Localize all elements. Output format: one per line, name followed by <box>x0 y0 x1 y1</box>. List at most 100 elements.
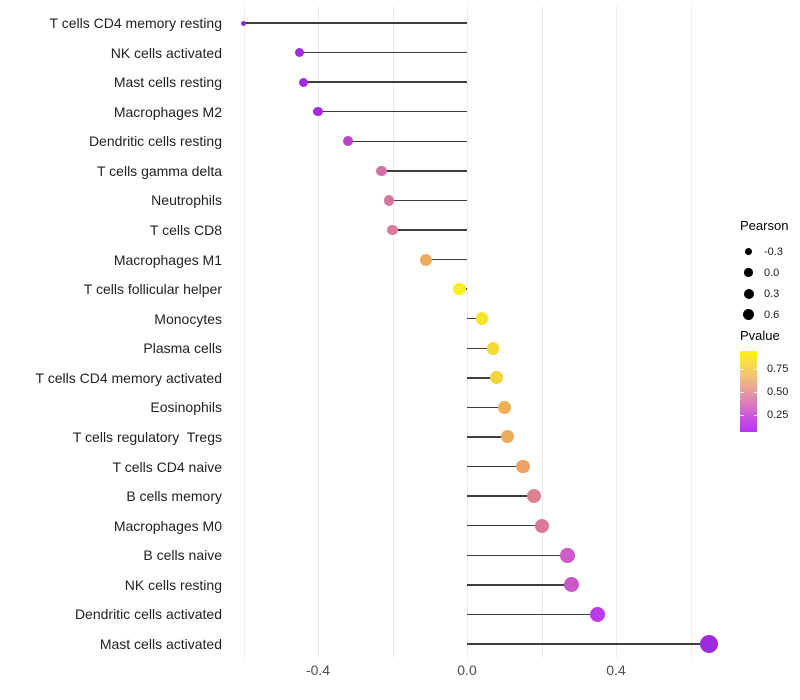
lollipop-dot <box>294 48 304 58</box>
legend-size-dot-icon <box>742 308 755 321</box>
category-label: NK cells resting <box>124 576 222 593</box>
lollipop-stem <box>299 51 467 54</box>
category-label: Macrophages M0 <box>113 517 222 534</box>
lollipop-dot <box>475 312 489 325</box>
legend-size-label: 0.3 <box>764 287 780 300</box>
lollipop-stem <box>467 525 542 527</box>
lollipop-dot <box>589 606 606 623</box>
lollipop-stem <box>467 347 494 349</box>
legend-size-key <box>740 243 757 260</box>
lollipop-stem <box>347 140 467 142</box>
x-axis-tick-label: -0.4 <box>305 662 331 678</box>
category-label: NK cells activated <box>110 44 222 61</box>
gridline <box>541 6 543 658</box>
legend-size-label: 0.0 <box>764 266 780 279</box>
category-label: T cells follicular helper <box>83 281 222 298</box>
colorbar-tickmark <box>740 369 744 370</box>
category-label: Mast cells resting <box>113 74 222 91</box>
pvalue-colorbar-wrap: 0.75 0.50 0.25 <box>740 351 788 432</box>
lollipop-dot <box>387 224 398 236</box>
legend-size-dot-icon <box>745 248 752 255</box>
colorbar-tickmark <box>753 369 757 370</box>
category-label: T cells CD4 naive <box>112 458 222 475</box>
lollipop-stem <box>426 258 467 261</box>
legend-size-label: 0.6 <box>764 308 780 321</box>
lollipop-dot <box>241 20 246 26</box>
lollipop-dot <box>497 400 511 414</box>
lollipop-dot <box>298 77 308 87</box>
lollipop-stem <box>467 584 572 586</box>
lollipop-stem <box>467 465 523 468</box>
legend-size-item: 0.3 <box>740 283 788 304</box>
legend-pearson-title: Pearson <box>740 218 789 233</box>
category-label: Neutrophils <box>151 192 222 209</box>
lollipop-stem <box>388 199 467 202</box>
colorbar-tick-label: 0.50 <box>767 386 789 398</box>
legend-size-key <box>740 285 757 302</box>
lollipop-dot <box>516 459 530 474</box>
category-label: Dendritic cells resting <box>88 133 222 150</box>
legend-size-key <box>740 306 757 323</box>
lollipop-dot <box>534 518 549 533</box>
legend-size-dot-icon <box>743 288 754 299</box>
gridline <box>690 6 692 658</box>
category-label: Macrophages M1 <box>113 251 222 268</box>
legend-pvalue-title: Pvalue <box>740 328 780 343</box>
gridline <box>243 6 245 658</box>
gridline <box>616 6 617 658</box>
lollipop-dot <box>313 106 323 117</box>
category-label: T cells regulatory Tregs <box>72 428 222 445</box>
lollipop-stem <box>303 81 467 83</box>
category-label: Plasma cells <box>143 340 222 357</box>
category-label: T cells gamma delta <box>96 162 222 179</box>
category-label: Macrophages M2 <box>113 103 222 120</box>
lollipop-dot <box>376 165 387 177</box>
legend-size-key <box>740 264 757 281</box>
lollipop-stem <box>467 495 535 497</box>
colorbar-tick-label: 0.25 <box>767 409 789 421</box>
legend-pvalue-color: Pvalue 0.75 0.50 0.25 <box>740 328 788 432</box>
category-label: T cells CD8 <box>149 221 222 238</box>
lollipop-stem <box>467 377 497 379</box>
category-label: Monocytes <box>154 310 222 327</box>
category-label: Mast cells activated <box>99 635 222 652</box>
legend-size-item: 0.0 <box>740 262 788 283</box>
lollipop-stem <box>467 643 710 645</box>
lollipop-stem <box>467 436 508 438</box>
lollipop-stem <box>318 111 467 113</box>
lollipop-dot <box>527 489 542 504</box>
category-label: Eosinophils <box>150 399 222 416</box>
legend-size-item: 0.6 <box>740 304 788 325</box>
x-axis-tick-label: 0.0 <box>457 662 477 678</box>
legend-size-label: -0.3 <box>764 245 783 258</box>
legend-size-dot-icon <box>744 268 753 277</box>
category-label: Dendritic cells activated <box>74 606 222 623</box>
colorbar-tickmark <box>740 415 744 416</box>
lollipop-stem <box>392 229 467 231</box>
lollipop-dot <box>342 136 353 147</box>
category-label: B cells naive <box>143 547 222 564</box>
lollipop-dot <box>490 371 504 385</box>
colorbar-tick-label: 0.75 <box>767 363 789 375</box>
legend-size-item: -0.3 <box>740 241 788 262</box>
lollipop-stem <box>467 318 482 320</box>
lollipop-dot <box>453 282 466 296</box>
lollipop-dot <box>420 253 433 266</box>
colorbar-tickmark <box>753 415 757 416</box>
lollipop-dot <box>383 195 395 206</box>
x-axis-tick-label: 0.4 <box>606 662 626 678</box>
lollipop-dot <box>501 430 515 444</box>
lollipop-dot <box>700 634 719 653</box>
gridline <box>318 6 319 658</box>
lollipop-stem <box>243 22 467 24</box>
colorbar-tickmark <box>740 392 744 393</box>
pvalue-colorbar <box>740 351 757 432</box>
category-label: T cells CD4 memory resting <box>49 15 222 31</box>
lollipop-dot <box>486 342 500 355</box>
lollipop-dot <box>563 577 579 593</box>
category-label: T cells CD4 memory activated <box>35 369 222 386</box>
legend-pearson-size: Pearson -0.3 0.0 0.3 0.6 <box>740 218 788 325</box>
legend-pearson-items: -0.3 0.0 0.3 0.6 <box>740 241 788 325</box>
colorbar-tickmark <box>753 392 757 393</box>
